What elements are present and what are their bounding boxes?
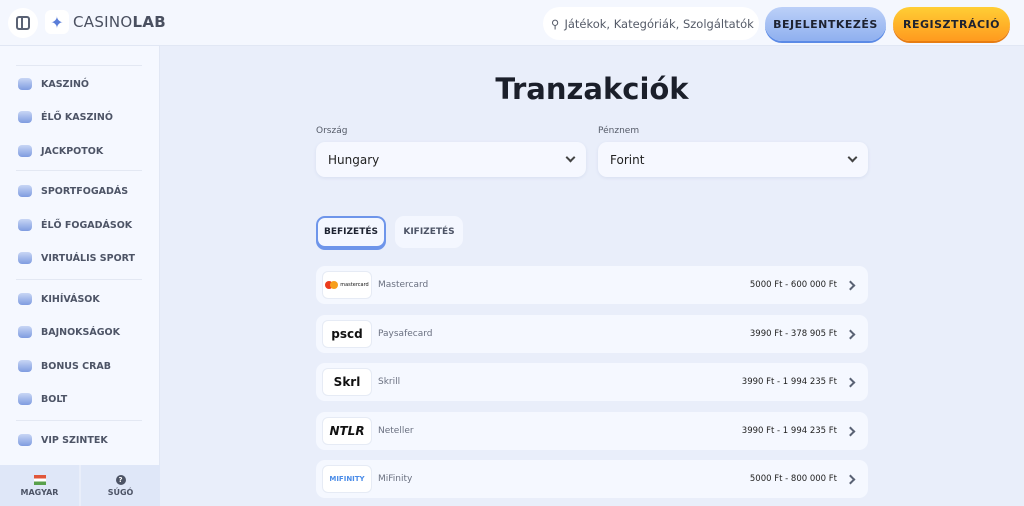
- currency-label: Pénznem: [598, 126, 640, 136]
- payment-method-row[interactable]: Skrl Skrill 3990 Ft - 1 994 235 Ft: [316, 363, 868, 401]
- sidebar-icon: [16, 16, 30, 30]
- star-logo-icon: ✦: [45, 10, 69, 34]
- paysafecard-logo: pscd: [322, 320, 372, 348]
- trophy-icon: [18, 326, 32, 338]
- divider: [16, 279, 142, 280]
- help-button[interactable]: ? SÚGÓ: [81, 465, 160, 506]
- sidebar-item-bonus-crab[interactable]: BONUS CRAB: [18, 360, 111, 372]
- currency-select[interactable]: Forint: [598, 142, 868, 177]
- sidebar-item-shop[interactable]: BOLT: [18, 393, 67, 405]
- tab-deposit[interactable]: BEFIZETÉS: [316, 216, 386, 248]
- sidebar: KASZINÓ ÉLŐ KASZINÓ JACKPOTOK SPORTFOGAD…: [0, 46, 160, 506]
- mifinity-logo: MIFINITY: [322, 465, 372, 493]
- play-icon: [18, 252, 32, 264]
- sports-icon: [18, 185, 32, 197]
- challenge-icon: [18, 293, 32, 305]
- country-select[interactable]: Hungary: [316, 142, 586, 177]
- search-input[interactable]: ⚲ Játékok, Kategóriák, Szolgáltatók: [543, 7, 759, 40]
- logo[interactable]: ✦ CASINOLAB: [45, 10, 166, 34]
- search-icon: ⚲: [551, 16, 560, 31]
- chevron-right-icon: [845, 474, 856, 484]
- sidebar-item-jackpots[interactable]: JACKPOTOK: [18, 145, 103, 157]
- sidebar-item-challenges[interactable]: KIHÍVÁSOK: [18, 293, 100, 305]
- chevron-right-icon: [845, 329, 856, 339]
- sidebar-item-virtual-sport[interactable]: VIRTUÁLIS SPORT: [18, 252, 135, 264]
- casino-icon: [18, 78, 32, 90]
- payment-method-row[interactable]: MIFINITY MiFinity 5000 Ft - 800 000 Ft: [316, 460, 868, 498]
- sidebar-toggle-button[interactable]: [8, 8, 38, 38]
- chevron-right-icon: [845, 280, 856, 290]
- sidebar-footer: MAGYAR ? SÚGÓ: [0, 465, 160, 506]
- hungary-flag-icon: [33, 474, 46, 485]
- crown-icon: [18, 434, 32, 446]
- chevron-down-icon: [565, 152, 576, 163]
- register-button[interactable]: REGISZTRÁCIÓ: [893, 7, 1010, 41]
- mastercard-logo: mastercard: [322, 271, 372, 299]
- payment-method-row[interactable]: pscd Paysafecard 3990 Ft - 378 905 Ft: [316, 315, 868, 353]
- sidebar-item-tournaments[interactable]: BAJNOKSÁGOK: [18, 326, 120, 338]
- top-bar: ✦ CASINOLAB ⚲ Játékok, Kategóriák, Szolgá…: [0, 0, 1024, 46]
- tab-withdraw[interactable]: KIFIZETÉS: [395, 216, 463, 248]
- crab-icon: [18, 360, 32, 372]
- login-button[interactable]: BEJELENTKEZÉS: [765, 7, 886, 41]
- payment-method-row[interactable]: mastercard Mastercard 5000 Ft - 600 000 F…: [316, 266, 868, 304]
- neteller-logo: NTLR: [322, 417, 372, 445]
- chevron-right-icon: [845, 377, 856, 387]
- country-label: Ország: [316, 126, 348, 136]
- sidebar-item-casino[interactable]: KASZINÓ: [18, 78, 89, 90]
- sidebar-item-live-bets[interactable]: ÉLŐ FOGADÁSOK: [18, 219, 132, 231]
- language-button[interactable]: MAGYAR: [0, 465, 79, 506]
- sidebar-item-sports[interactable]: SPORTFOGADÁS: [18, 185, 128, 197]
- divider: [16, 420, 142, 421]
- sidebar-item-live-casino[interactable]: ÉLŐ KASZINÓ: [18, 111, 113, 123]
- payment-method-row[interactable]: NTLR Neteller 3990 Ft - 1 994 235 Ft: [316, 412, 868, 450]
- jackpot-icon: [18, 145, 32, 157]
- page-title: Tranzakciók: [495, 72, 689, 106]
- divider: [16, 170, 142, 171]
- skrill-logo: Skrl: [322, 368, 372, 396]
- live-bets-icon: [18, 219, 32, 231]
- live-icon: [18, 111, 32, 123]
- chevron-down-icon: [847, 152, 858, 163]
- cart-icon: [18, 393, 32, 405]
- question-icon: ?: [115, 474, 126, 485]
- chevron-right-icon: [845, 426, 856, 436]
- sidebar-item-vip[interactable]: VIP SZINTEK: [18, 434, 108, 446]
- divider: [16, 65, 142, 66]
